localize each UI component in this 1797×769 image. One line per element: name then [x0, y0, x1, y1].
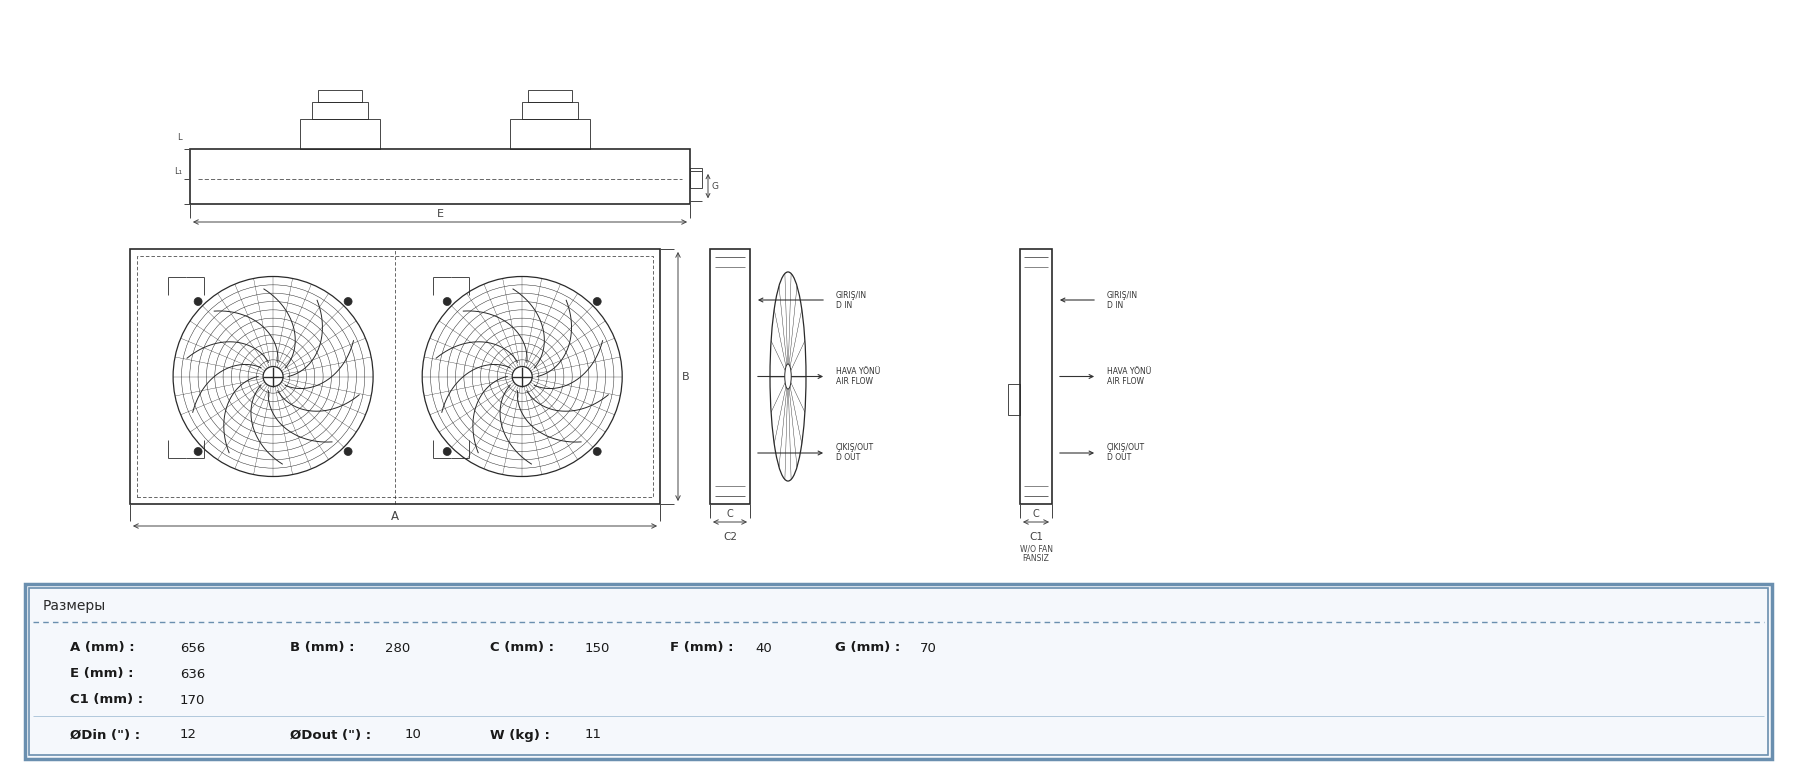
Circle shape — [593, 298, 602, 305]
Circle shape — [343, 298, 352, 305]
Text: B: B — [683, 371, 690, 381]
Text: 40: 40 — [755, 641, 771, 654]
Text: E: E — [437, 209, 444, 219]
Text: D IN: D IN — [1107, 301, 1123, 309]
Text: L: L — [178, 134, 181, 142]
Circle shape — [444, 448, 451, 455]
Bar — [190, 149, 690, 204]
Bar — [1008, 384, 1021, 414]
Bar — [313, 102, 368, 118]
Bar — [300, 118, 379, 149]
Bar — [137, 256, 652, 497]
Text: 280: 280 — [385, 641, 410, 654]
Bar — [25, 584, 1772, 759]
Text: 11: 11 — [586, 728, 602, 741]
Text: HAVA YÖNÜ: HAVA YÖNÜ — [1107, 367, 1152, 376]
Bar — [129, 249, 659, 504]
Text: A: A — [392, 510, 399, 523]
Text: G: G — [712, 182, 719, 191]
Text: 150: 150 — [586, 641, 611, 654]
Text: ÇIKIŞ/OUT: ÇIKIŞ/OUT — [836, 444, 873, 452]
Text: D OUT: D OUT — [836, 454, 861, 462]
Text: B (mm) :: B (mm) : — [289, 641, 354, 654]
Text: G (mm) :: G (mm) : — [836, 641, 900, 654]
Text: GIRIŞ/IN: GIRIŞ/IN — [836, 291, 868, 299]
Circle shape — [444, 298, 451, 305]
Text: F (mm) :: F (mm) : — [670, 641, 733, 654]
Text: 10: 10 — [404, 728, 422, 741]
Text: W (kg) :: W (kg) : — [491, 728, 550, 741]
Bar — [318, 90, 363, 102]
Text: 12: 12 — [180, 728, 198, 741]
Text: C: C — [1033, 509, 1039, 519]
Text: GIRIŞ/IN: GIRIŞ/IN — [1107, 291, 1138, 299]
Circle shape — [593, 448, 602, 455]
Text: 170: 170 — [180, 694, 205, 707]
Bar — [29, 588, 1768, 755]
Text: Размеры: Размеры — [43, 599, 106, 613]
Text: A (mm) :: A (mm) : — [70, 641, 135, 654]
Bar — [521, 102, 579, 118]
Text: HAVA YÖNÜ: HAVA YÖNÜ — [836, 367, 881, 376]
Bar — [528, 90, 573, 102]
Text: D IN: D IN — [836, 301, 852, 309]
Text: 656: 656 — [180, 641, 205, 654]
Text: ØDout (") :: ØDout (") : — [289, 728, 372, 741]
Text: W/O FAN: W/O FAN — [1019, 544, 1053, 553]
Circle shape — [194, 298, 201, 305]
Text: L₁: L₁ — [174, 167, 181, 175]
Bar — [710, 249, 749, 504]
Text: 636: 636 — [180, 667, 205, 681]
Text: ÇIKIŞ/OUT: ÇIKIŞ/OUT — [1107, 444, 1145, 452]
Text: 70: 70 — [920, 641, 936, 654]
Text: D OUT: D OUT — [1107, 454, 1132, 462]
Text: C1: C1 — [1030, 532, 1042, 542]
Text: C (mm) :: C (mm) : — [491, 641, 553, 654]
Text: C2: C2 — [722, 532, 737, 542]
Circle shape — [343, 448, 352, 455]
Ellipse shape — [785, 364, 791, 389]
Bar — [690, 168, 703, 188]
Bar — [510, 118, 589, 149]
Text: C1 (mm) :: C1 (mm) : — [70, 694, 144, 707]
Circle shape — [512, 367, 532, 387]
Circle shape — [262, 367, 284, 387]
Text: FANSIZ: FANSIZ — [1022, 554, 1049, 563]
Text: C: C — [726, 509, 733, 519]
Text: ØDin (") :: ØDin (") : — [70, 728, 140, 741]
Bar — [1021, 249, 1051, 504]
Text: AIR FLOW: AIR FLOW — [836, 377, 873, 386]
Text: AIR FLOW: AIR FLOW — [1107, 377, 1145, 386]
Circle shape — [194, 448, 201, 455]
Text: E (mm) :: E (mm) : — [70, 667, 133, 681]
